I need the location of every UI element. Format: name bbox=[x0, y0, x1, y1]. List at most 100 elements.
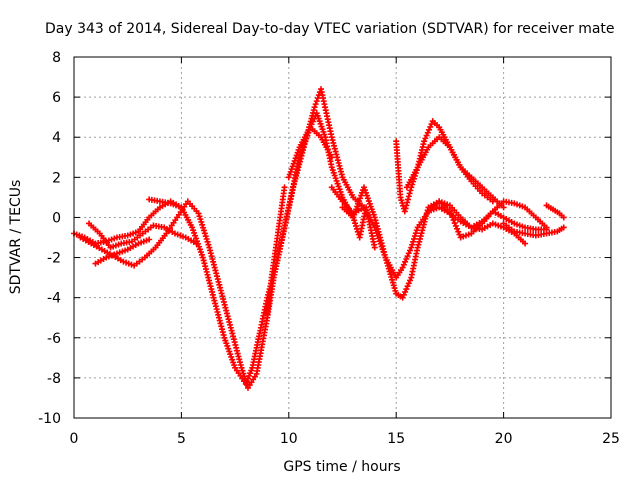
data-point-marker bbox=[401, 208, 408, 215]
data-point-marker bbox=[543, 224, 550, 231]
chart-title: Day 343 of 2014, Sidereal Day-to-day VTE… bbox=[45, 21, 615, 37]
x-tick-label: 10 bbox=[280, 431, 298, 447]
data-point-marker bbox=[450, 217, 457, 224]
y-tick-label: 6 bbox=[52, 90, 61, 106]
data-point-marker bbox=[200, 224, 207, 231]
x-tick-label: 0 bbox=[70, 431, 79, 447]
data-point-marker bbox=[456, 231, 463, 238]
y-tick-label: -4 bbox=[47, 291, 61, 307]
data-point-marker bbox=[411, 233, 418, 240]
data-series bbox=[339, 184, 550, 301]
data-point-marker bbox=[371, 244, 378, 251]
axis-ticks: 0 5 10 15 20 25 -10 -8 -6 -4 -2 0 2 4 6 8 bbox=[38, 50, 620, 447]
data-point-marker bbox=[489, 198, 496, 205]
data-series bbox=[403, 134, 496, 205]
data-point-marker bbox=[403, 202, 410, 209]
data-point-marker bbox=[560, 224, 567, 231]
data-point-marker bbox=[196, 213, 203, 220]
data-point-marker bbox=[353, 223, 360, 230]
data-markers bbox=[71, 86, 567, 391]
data-point-marker bbox=[560, 214, 567, 221]
data-series bbox=[500, 220, 567, 239]
data-series bbox=[425, 198, 529, 247]
data-point-marker bbox=[454, 225, 461, 232]
data-series bbox=[71, 110, 357, 387]
data-series bbox=[264, 184, 288, 317]
data-point-marker bbox=[398, 197, 405, 204]
data-series bbox=[350, 204, 378, 251]
data-point-marker bbox=[405, 196, 412, 203]
data-point-marker bbox=[409, 241, 416, 248]
y-tick-label: 2 bbox=[52, 170, 61, 186]
data-point-marker bbox=[402, 205, 409, 212]
data-point-marker bbox=[200, 227, 207, 234]
data-point-marker bbox=[451, 220, 458, 227]
data-point-marker bbox=[455, 228, 462, 235]
grid bbox=[74, 57, 611, 418]
y-tick-label: 4 bbox=[52, 130, 61, 146]
data-point-marker bbox=[405, 193, 412, 200]
data-point-marker bbox=[281, 184, 288, 191]
data-point-marker bbox=[413, 227, 420, 234]
data-series bbox=[285, 124, 335, 181]
data-point-marker bbox=[201, 230, 208, 237]
data-point-marker bbox=[406, 190, 413, 197]
data-point-marker bbox=[446, 208, 453, 215]
data-point-marker bbox=[241, 373, 248, 380]
data-point-marker bbox=[408, 244, 415, 251]
data-point-marker bbox=[522, 240, 529, 247]
data-point-marker bbox=[311, 104, 318, 111]
y-tick-label: -8 bbox=[47, 371, 61, 387]
data-series bbox=[543, 202, 567, 221]
y-tick-label: -6 bbox=[47, 331, 61, 347]
x-tick-label: 15 bbox=[387, 431, 405, 447]
data-point-marker bbox=[404, 199, 411, 206]
data-series bbox=[146, 196, 185, 211]
data-point-marker bbox=[243, 379, 250, 386]
data-point-marker bbox=[328, 154, 335, 161]
data-point-marker bbox=[350, 214, 357, 221]
x-axis-label: GPS time / hours bbox=[283, 459, 400, 475]
data-series bbox=[77, 86, 367, 391]
data-point-marker bbox=[240, 370, 247, 377]
data-point-marker bbox=[238, 364, 245, 371]
y-tick-label: -2 bbox=[47, 251, 61, 267]
y-tick-label: 8 bbox=[52, 50, 61, 66]
y-tick-label: 0 bbox=[52, 210, 61, 226]
data-point-marker bbox=[500, 204, 507, 211]
data-point-marker bbox=[397, 194, 404, 201]
data-series bbox=[86, 220, 200, 251]
data-point-marker bbox=[198, 218, 205, 225]
data-point-marker bbox=[203, 236, 210, 243]
data-point-marker bbox=[199, 221, 206, 228]
data-point-marker bbox=[205, 241, 212, 248]
x-tick-label: 20 bbox=[495, 431, 513, 447]
data-point-marker bbox=[204, 238, 211, 245]
data-point-marker bbox=[313, 98, 320, 105]
data-point-marker bbox=[202, 233, 209, 240]
data-point-marker bbox=[352, 220, 359, 227]
x-tick-label: 25 bbox=[602, 431, 620, 447]
data-point-marker bbox=[197, 216, 204, 223]
x-tick-label: 5 bbox=[177, 431, 186, 447]
data-point-marker bbox=[448, 211, 455, 218]
data-point-marker bbox=[410, 238, 417, 245]
y-axis-label: SDTVAR / TECUs bbox=[8, 180, 24, 295]
data-point-marker bbox=[242, 376, 249, 383]
data-point-marker bbox=[146, 236, 153, 243]
data-point-marker bbox=[193, 240, 200, 247]
data-point-marker bbox=[351, 217, 358, 224]
y-tick-label: -10 bbox=[38, 411, 61, 427]
data-point-marker bbox=[412, 230, 419, 237]
data-series bbox=[92, 236, 153, 267]
plot-frame bbox=[73, 56, 612, 419]
data-point-marker bbox=[178, 204, 185, 211]
data-point-marker bbox=[407, 187, 414, 194]
data-point-marker bbox=[312, 101, 319, 108]
data-point-marker bbox=[449, 214, 456, 221]
data-point-marker bbox=[195, 210, 202, 217]
data-point-marker bbox=[410, 235, 417, 242]
data-point-marker bbox=[314, 95, 321, 102]
data-point-marker bbox=[452, 222, 459, 229]
